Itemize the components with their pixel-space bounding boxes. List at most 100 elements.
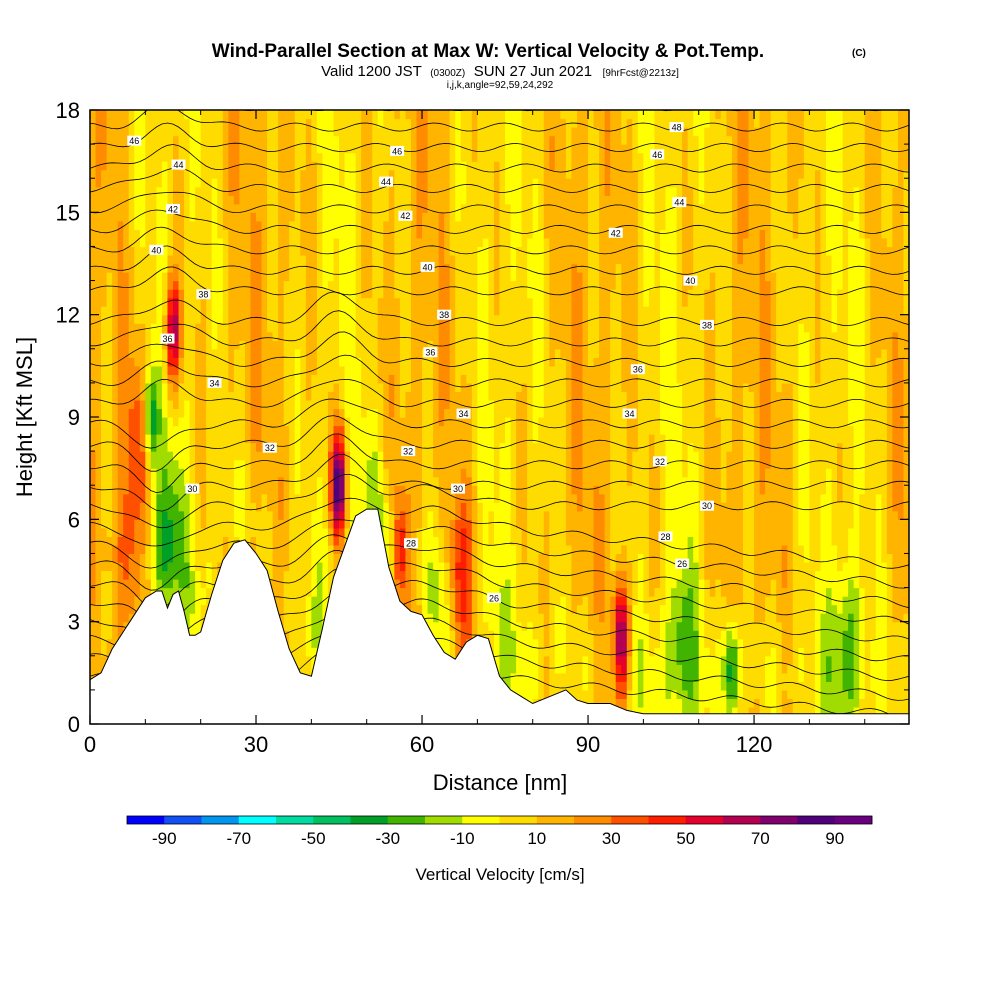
colorbar-swatch — [797, 816, 836, 824]
colorbar — [126, 815, 873, 825]
valid-prefix: Valid 1200 JST — [321, 63, 422, 80]
theta-contour-line — [90, 291, 909, 327]
contour-label: 36 — [630, 364, 645, 375]
theta-contour-line — [90, 378, 909, 408]
theta-contour-line — [90, 497, 909, 569]
colorbar-frame — [126, 815, 873, 825]
colorbar-tick-label: -30 — [376, 829, 401, 848]
colorbar-tick-label: -50 — [301, 829, 326, 848]
y-tick-label: 3 — [68, 610, 80, 635]
colorbar-tick-label: 30 — [602, 829, 621, 848]
contour-label: 38 — [437, 309, 452, 320]
contour-label: 34 — [456, 408, 471, 419]
theta-contour-line — [90, 266, 909, 296]
colorbar-swatch — [723, 816, 761, 824]
colorbar-swatch — [164, 816, 202, 824]
y-axis-label: Height [Kft MSL] — [12, 337, 37, 497]
potential-temperature-contours — [90, 110, 909, 721]
contour-label: 26 — [675, 558, 690, 569]
colorbar-tick-label: 10 — [527, 829, 546, 848]
contour-label: 42 — [608, 227, 623, 238]
x-tick-label: 120 — [736, 732, 773, 757]
contour-label: 26 — [486, 592, 501, 603]
colorbar-tick-label: -70 — [227, 829, 252, 848]
colorbar-swatch — [574, 816, 612, 824]
contour-labels: 46 44 42 40 38 36 34 32 30 46 44 42 40 38 36 34 32 30 28 26… — [127, 122, 715, 603]
theta-contour-line — [90, 245, 909, 275]
theta-contour-line — [90, 167, 909, 193]
colorbar-swatch — [536, 816, 575, 824]
colorbar-swatch — [611, 816, 649, 824]
colorbar-swatch — [499, 816, 538, 824]
x-tick-label: 90 — [576, 732, 600, 757]
colorbar-tick-label: 70 — [751, 829, 770, 848]
theta-contour-line — [90, 453, 909, 512]
contour-label: 44 — [672, 197, 687, 208]
theta-contour-line — [90, 144, 909, 173]
colorbar-swatch — [350, 816, 389, 824]
contour-label: 44 — [379, 176, 394, 187]
valid-utc: (0300Z) — [430, 68, 465, 79]
colorbar-tick-label: -10 — [450, 829, 475, 848]
x-axis-ticks: 0 30 60 90 120 — [84, 110, 866, 757]
contour-label: 30 — [450, 483, 465, 494]
contour-label: 32 — [652, 456, 667, 467]
contour-label: 30 — [700, 500, 715, 511]
contour-label: 28 — [658, 531, 673, 542]
contour-label: 30 — [185, 483, 200, 494]
contour-label: 46 — [650, 149, 665, 160]
contour-label: 36 — [160, 333, 175, 344]
colorbar-swatch — [834, 816, 873, 824]
valid-time-line: Valid 1200 JST (0300Z) SUN 27 Jun 2021 [… — [321, 63, 679, 80]
y-tick-label: 18 — [56, 98, 80, 123]
colorbar-swatch — [276, 816, 314, 824]
terrain-mask — [90, 508, 909, 724]
copyright-mark: (C) — [852, 48, 866, 59]
colorbar-swatch — [313, 816, 351, 824]
contour-label: 46 — [127, 135, 142, 146]
colorbar-swatch — [685, 816, 724, 824]
contour-label: 34 — [622, 408, 637, 419]
x-tick-label: 60 — [410, 732, 434, 757]
colorbar-swatch — [462, 816, 500, 824]
y-tick-label: 15 — [56, 200, 80, 225]
colorbar-tick-label: -90 — [152, 829, 177, 848]
colorbar-swatch — [127, 816, 165, 824]
theta-contour-line — [90, 398, 909, 449]
contour-label: 42 — [166, 203, 181, 214]
theta-contour-line — [90, 310, 909, 347]
contour-label: 42 — [398, 210, 413, 221]
colorbar-swatch — [648, 816, 687, 824]
contour-label: 28 — [403, 538, 418, 549]
colorbar-swatch — [387, 816, 426, 824]
theta-contour-line — [90, 354, 909, 388]
y-tick-label: 6 — [68, 507, 80, 532]
y-tick-label: 12 — [56, 303, 80, 328]
colorbar-swatch — [760, 816, 798, 824]
contour-label: 32 — [401, 446, 416, 457]
colorbar-swatch — [425, 816, 463, 824]
colorbar-swatch — [238, 816, 277, 824]
chart-title: Wind-Parallel Section at Max W: Vertical… — [212, 41, 764, 62]
x-axis-label: Distance [nm] — [433, 770, 568, 795]
theta-contour-line — [90, 415, 909, 472]
contour-label: 36 — [423, 347, 438, 358]
theta-contour-line — [90, 122, 909, 153]
theta-contour-line — [90, 474, 909, 529]
y-tick-label: 0 — [68, 712, 80, 737]
theta-contour-line — [90, 331, 909, 367]
theta-contour-line — [90, 226, 909, 255]
contour-label: 32 — [262, 442, 277, 453]
colorbar-tick-labels: -90 -70 -50 -30 -10 10 30 50 70 90 — [152, 829, 844, 848]
x-tick-label: 0 — [84, 732, 96, 757]
contour-label: 40 — [420, 261, 435, 272]
theta-contour-line — [90, 433, 909, 494]
contour-label: 48 — [669, 122, 684, 133]
y-tick-label: 9 — [68, 405, 80, 430]
colorbar-tick-label: 90 — [825, 829, 844, 848]
forecast-info: [9hrFcst@2213z] — [603, 68, 680, 79]
valid-date: SUN 27 Jun 2021 — [474, 63, 592, 80]
contour-label: 38 — [196, 289, 211, 300]
